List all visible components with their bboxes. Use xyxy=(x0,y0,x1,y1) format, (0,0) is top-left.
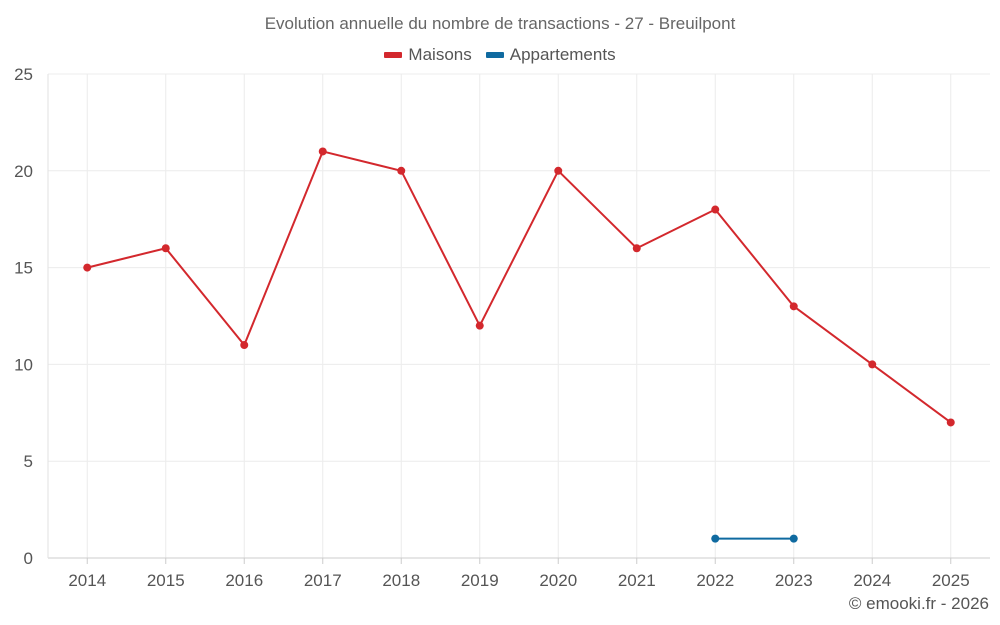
data-point-maisons-2019 xyxy=(475,321,484,330)
y-tick-label-10: 10 xyxy=(14,355,33,374)
chart-title: Evolution annuelle du nombre de transact… xyxy=(264,14,736,33)
x-tick-label-2025: 2025 xyxy=(932,571,970,590)
data-point-maisons-2025 xyxy=(946,418,955,427)
x-tick-label-2014: 2014 xyxy=(68,571,106,590)
x-tick-label-2021: 2021 xyxy=(618,571,656,590)
x-tick-label-2023: 2023 xyxy=(775,571,813,590)
x-tick-label-2019: 2019 xyxy=(461,571,499,590)
data-point-maisons-2021 xyxy=(632,244,641,253)
data-point-maisons-2018 xyxy=(397,166,406,175)
data-point-appartements-2022 xyxy=(711,534,720,543)
series-line-maisons xyxy=(87,150,952,424)
data-point-maisons-2023 xyxy=(789,302,798,311)
x-tick-label-2020: 2020 xyxy=(539,571,577,590)
x-tick-label-2018: 2018 xyxy=(382,571,420,590)
x-tick-label-2022: 2022 xyxy=(696,571,734,590)
data-point-maisons-2024 xyxy=(868,360,877,369)
credit-text: © emooki.fr - 2026 xyxy=(848,594,989,613)
y-tick-label-0: 0 xyxy=(24,549,33,568)
data-point-maisons-2022 xyxy=(711,205,720,214)
x-tick-label-2016: 2016 xyxy=(225,571,263,590)
y-tick-label-5: 5 xyxy=(24,452,33,471)
data-point-maisons-2014 xyxy=(83,263,92,272)
data-point-maisons-2017 xyxy=(318,147,327,156)
data-point-maisons-2015 xyxy=(161,244,170,253)
y-tick-label-25: 25 xyxy=(14,65,33,84)
x-tick-label-2017: 2017 xyxy=(304,571,342,590)
y-tick-label-15: 15 xyxy=(14,259,33,278)
x-tick-label-2015: 2015 xyxy=(147,571,185,590)
legend-label-maisons: Maisons xyxy=(408,45,472,64)
y-tick-label-20: 20 xyxy=(14,162,33,181)
legend: Maisons Appartements xyxy=(0,45,1000,65)
data-point-maisons-2020 xyxy=(554,166,563,175)
x-tick-label-2024: 2024 xyxy=(853,571,891,590)
legend-item-appartements[interactable]: Appartements xyxy=(485,45,616,65)
legend-label-appartements: Appartements xyxy=(509,45,616,64)
legend-item-maisons[interactable]: Maisons xyxy=(384,45,472,65)
legend-swatch-maisons xyxy=(384,52,403,58)
data-point-appartements-2023 xyxy=(789,534,798,543)
data-point-maisons-2016 xyxy=(240,341,249,350)
legend-swatch-appartements xyxy=(485,52,504,58)
